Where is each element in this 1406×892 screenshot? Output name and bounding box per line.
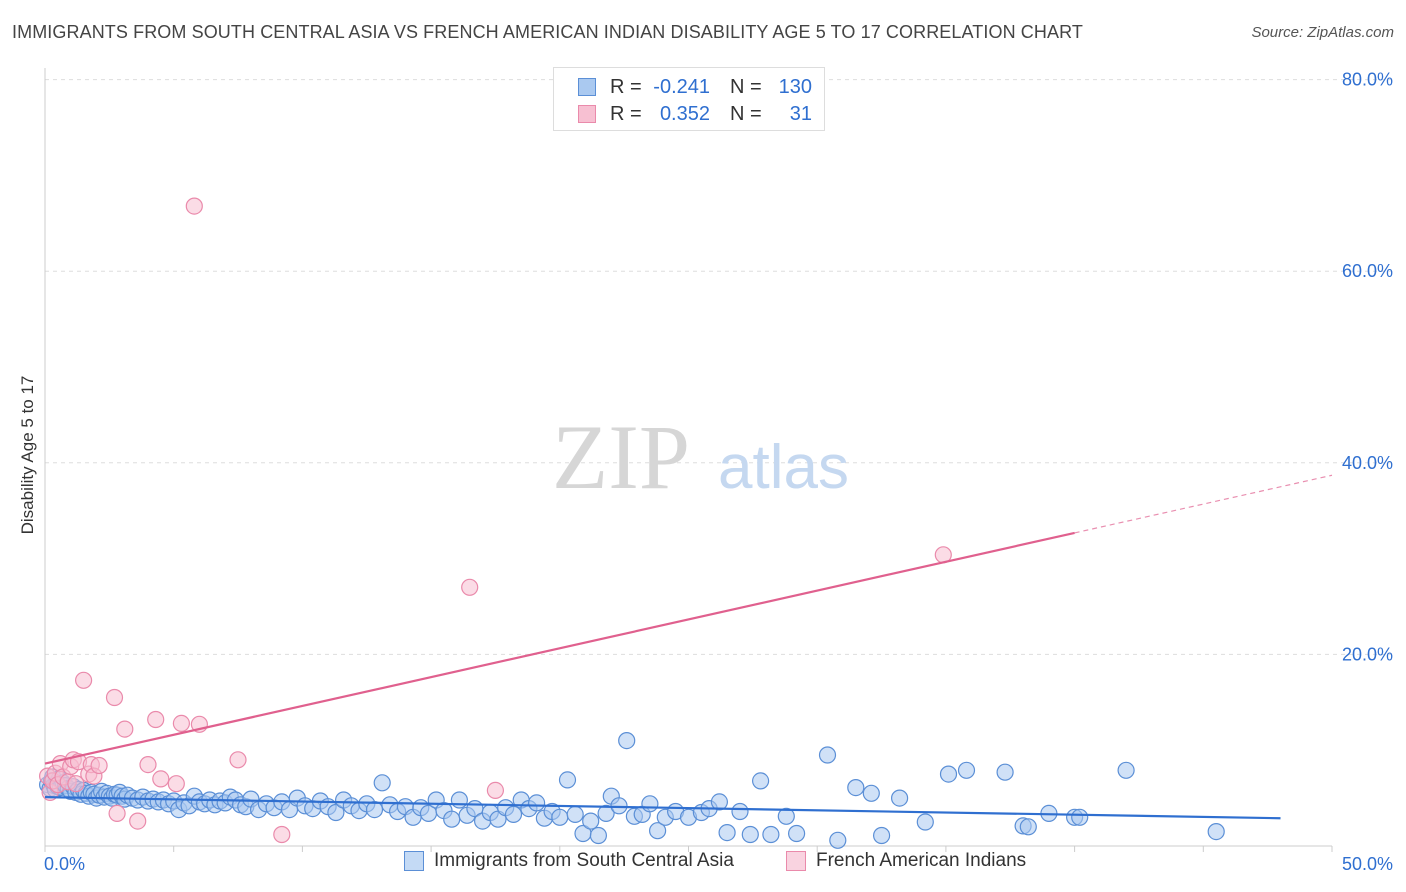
data-point-french-american-indians: [129, 812, 147, 830]
chart-title: IMMIGRANTS FROM SOUTH CENTRAL ASIA VS FR…: [12, 22, 1083, 42]
data-point-south-central-asia: [890, 789, 909, 807]
data-point-south-central-asia: [450, 791, 468, 809]
r-label: R =: [610, 102, 642, 125]
data-point-south-central-asia: [1019, 818, 1037, 836]
source-note: Source: ZipAtlas.com: [1251, 24, 1394, 41]
data-point-french-american-indians: [152, 770, 170, 788]
stats-row-blue: R = -0.241 N = 130: [578, 74, 812, 100]
n-value: 31: [789, 102, 812, 125]
data-point-french-american-indians: [74, 671, 93, 689]
y-axis-title: Disability Age 5 to 17: [18, 375, 37, 535]
data-point-south-central-asia: [648, 822, 667, 840]
data-point-south-central-asia: [996, 763, 1014, 781]
data-point-french-american-indians: [185, 197, 203, 215]
pink-swatch: [786, 851, 806, 871]
watermark-atlas: atlas: [718, 433, 849, 502]
trend-line-solid: [44, 796, 1281, 820]
bottom-legend: Immigrants from South Central Asia Frenc…: [0, 850, 1406, 880]
data-point-south-central-asia: [551, 808, 569, 826]
watermark-zip: ZIP: [552, 406, 690, 508]
data-point-south-central-asia: [710, 793, 729, 811]
x-tick-label: 0.0%: [44, 854, 85, 874]
data-point-south-central-asia: [829, 831, 847, 849]
data-point-french-american-indians: [67, 775, 85, 793]
data-point-south-central-asia: [787, 824, 806, 843]
data-point-south-central-asia: [916, 813, 934, 831]
data-point-south-central-asia: [443, 810, 461, 828]
data-point-french-american-indians: [172, 714, 190, 733]
data-point-south-central-asia: [751, 772, 770, 790]
trend-line-solid: [44, 531, 1075, 765]
data-point-french-american-indians: [486, 781, 504, 800]
data-point-south-central-asia: [566, 805, 584, 824]
data-point-french-american-indians: [105, 688, 124, 707]
data-point-french-american-indians: [167, 775, 185, 793]
data-point-south-central-asia: [327, 803, 345, 822]
data-point-french-american-indians: [90, 756, 108, 775]
data-point-south-central-asia: [1071, 808, 1089, 826]
data-point-south-central-asia: [718, 823, 736, 842]
blue-swatch: [578, 78, 596, 96]
data-point-south-central-asia: [957, 761, 976, 779]
y-tick-label: 60.0%: [1342, 261, 1393, 281]
data-point-south-central-asia: [527, 794, 546, 812]
data-point-south-central-asia: [582, 812, 600, 830]
r-label: R =: [610, 75, 642, 98]
legend-item-french-american-indians[interactable]: French American Indians: [786, 850, 1026, 872]
x-tick-label: 50.0%: [1342, 854, 1393, 874]
axes: [44, 68, 1333, 852]
r-value: -0.241: [653, 75, 710, 98]
data-point-french-american-indians: [108, 804, 126, 823]
data-point-french-american-indians: [273, 825, 291, 844]
data-point-south-central-asia: [1117, 761, 1135, 779]
n-label: N =: [730, 75, 762, 98]
grid-lines: [45, 79, 1392, 655]
trend-lines: [44, 474, 1333, 820]
data-point-french-american-indians: [461, 578, 479, 596]
data-point-south-central-asia: [818, 746, 837, 764]
y-tick-label: 20.0%: [1342, 644, 1393, 664]
data-point-south-central-asia: [504, 805, 523, 824]
data-point-south-central-asia: [939, 765, 958, 783]
data-point-south-central-asia: [872, 826, 891, 845]
data-point-south-central-asia: [862, 784, 880, 802]
data-point-south-central-asia: [777, 807, 795, 825]
stats-row-pink: R = 0.352 N = 31: [578, 101, 812, 127]
data-points: [38, 197, 1225, 849]
n-value: 130: [778, 75, 812, 98]
legend-label: Immigrants from South Central Asia: [434, 850, 734, 871]
data-point-french-american-indians: [139, 755, 157, 774]
data-point-french-american-indians: [147, 710, 165, 729]
y-tick-label: 40.0%: [1342, 453, 1393, 473]
data-point-south-central-asia: [731, 802, 749, 821]
data-point-south-central-asia: [1207, 822, 1225, 841]
n-label: N =: [730, 102, 762, 125]
r-value: 0.352: [659, 102, 710, 125]
data-point-south-central-asia: [641, 795, 659, 813]
legend-label: French American Indians: [816, 850, 1027, 871]
data-point-south-central-asia: [618, 731, 636, 750]
stats-legend-box: R = -0.241 N = 130 R = 0.352 N = 31: [553, 67, 825, 131]
data-point-south-central-asia: [589, 826, 608, 845]
y-tick-label: 80.0%: [1342, 70, 1393, 90]
trend-line-dashed: [1074, 474, 1333, 534]
data-point-south-central-asia: [762, 825, 780, 844]
data-point-south-central-asia: [741, 825, 759, 844]
data-point-south-central-asia: [847, 778, 865, 797]
data-point-south-central-asia: [597, 804, 615, 823]
legend-item-south-central-asia[interactable]: Immigrants from South Central Asia: [404, 850, 734, 872]
data-point-south-central-asia: [365, 800, 384, 819]
data-point-french-american-indians: [116, 720, 134, 738]
pink-swatch: [578, 105, 596, 123]
data-point-south-central-asia: [558, 771, 577, 789]
blue-swatch: [404, 851, 424, 871]
data-point-south-central-asia: [373, 774, 391, 792]
data-point-french-american-indians: [229, 751, 247, 769]
tick-labels: 20.0% 40.0% 60.0% 80.0% 0.0% 50.0%: [44, 70, 1393, 874]
